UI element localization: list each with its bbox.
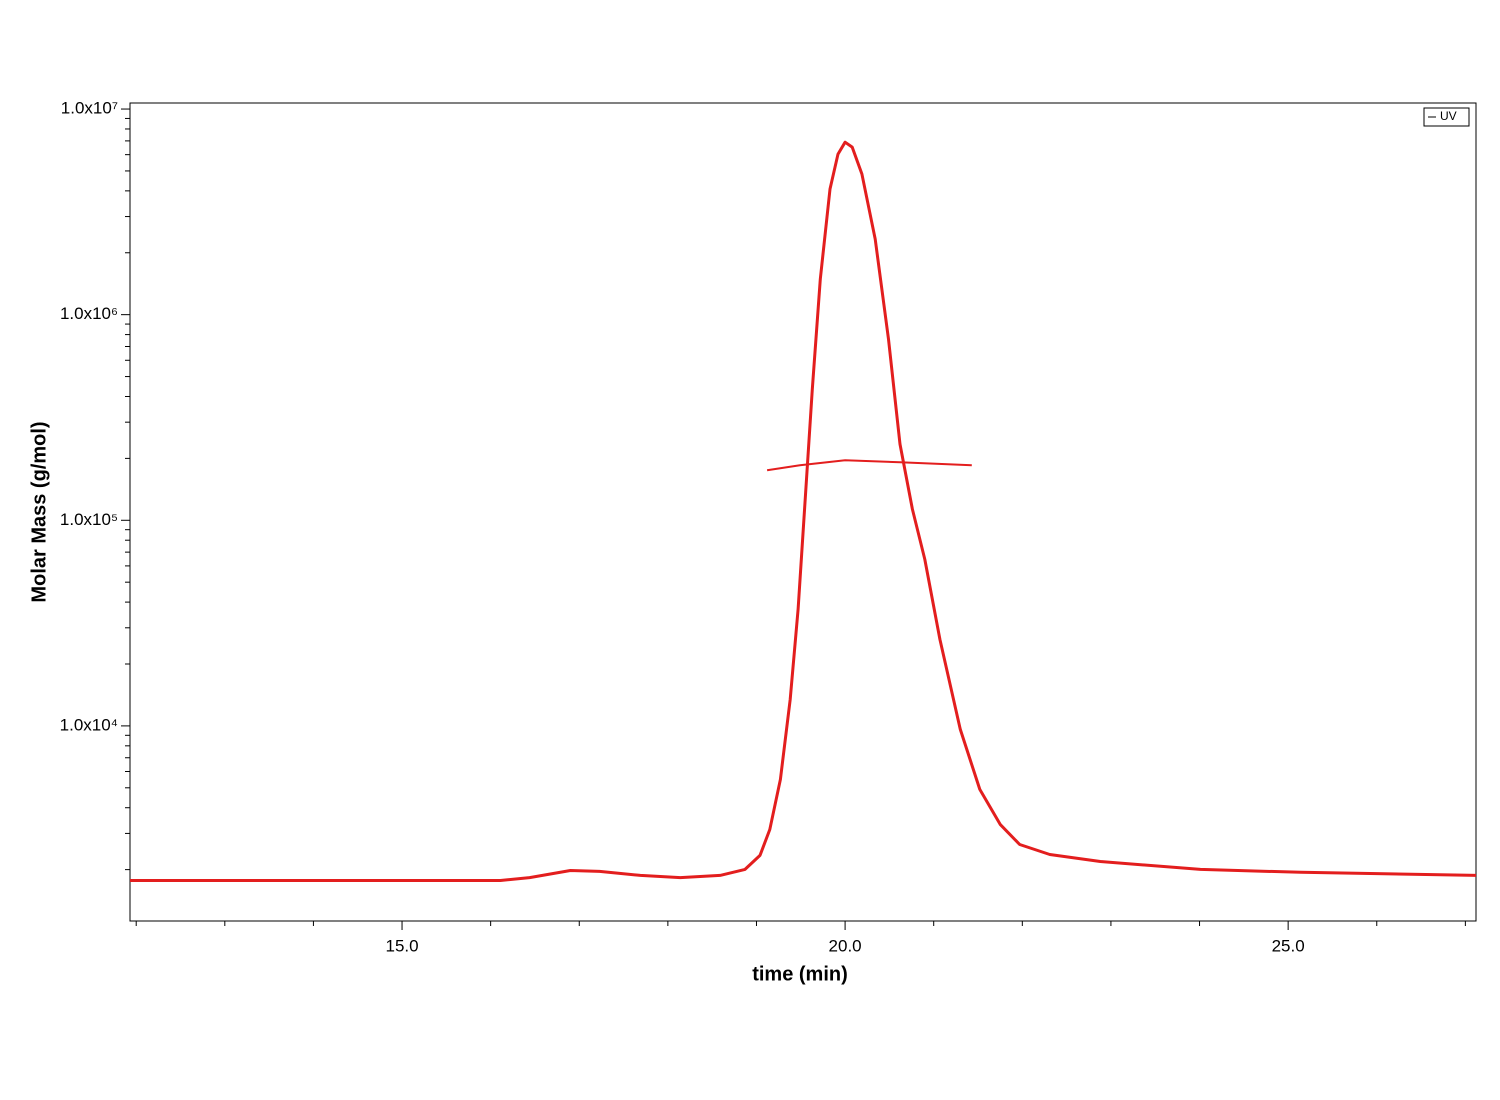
legend-label: UV (1440, 109, 1457, 123)
x-tick-label: 20.0 (829, 936, 862, 955)
y-tick-label: 1.0x10⁴ (60, 715, 118, 734)
legend-box (1423, 107, 1470, 127)
x-tick-label: 15.0 (385, 936, 418, 955)
series-line (766, 459, 972, 472)
y-tick-label: 1.0x10⁷ (61, 99, 118, 118)
x-axis-title: time (min) (752, 963, 848, 985)
series-line (130, 140, 1477, 882)
y-tick-label: 1.0x10⁶ (60, 304, 118, 323)
y-axis-title: Molar Mass (g/mol) (28, 421, 50, 602)
y-tick-label: 1.0x10⁵ (60, 510, 118, 529)
x-tick-label: 25.0 (1272, 936, 1305, 955)
plot-frame (129, 102, 1477, 922)
